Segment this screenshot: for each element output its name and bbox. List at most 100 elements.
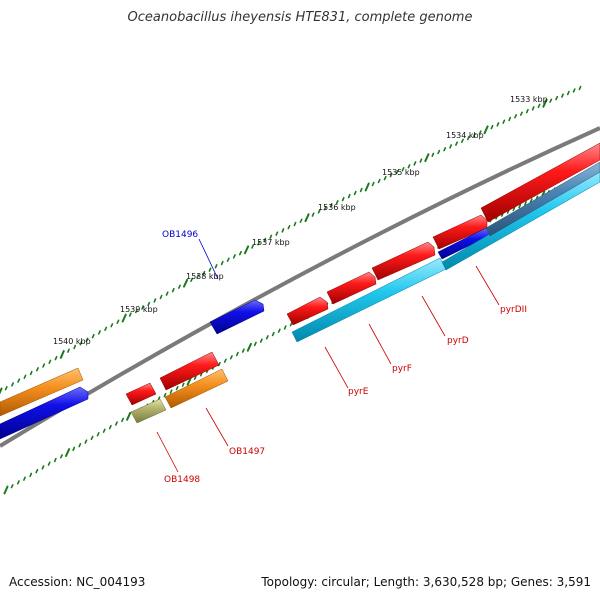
outer-minor-tick	[251, 244, 254, 249]
gene-pyrF[interactable]	[326, 271, 377, 305]
gene-blue-left-lower[interactable]	[0, 386, 89, 440]
label-ob1498[interactable]: OB1498	[164, 475, 200, 485]
inner-minor-tick	[115, 421, 118, 426]
inner-minor-tick	[108, 424, 112, 430]
outer-minor-tick	[159, 294, 163, 300]
outer-minor-tick	[561, 93, 564, 98]
outer-minor-tick	[347, 193, 351, 199]
inner-minor-tick	[59, 454, 63, 459]
scale-label-1533: 1533 kbp	[510, 95, 548, 104]
outer-minor-tick	[531, 106, 535, 111]
outer-minor-tick	[135, 308, 138, 314]
inner-minor-tick	[90, 435, 94, 441]
inner-major-tick	[126, 411, 132, 421]
outer-minor-tick	[269, 234, 273, 239]
inner-minor-tick	[229, 355, 233, 360]
forward-genes	[0, 142, 600, 417]
inner-major-tick	[186, 376, 192, 386]
outer-minor-tick	[519, 111, 523, 116]
leader-pyrDII	[475, 265, 500, 306]
inner-minor-tick	[78, 442, 82, 448]
inner-minor-tick	[271, 331, 275, 337]
gene-red-right[interactable]	[480, 142, 600, 223]
gene-ob1498[interactable]	[130, 398, 167, 424]
outer-minor-tick	[502, 119, 506, 124]
leader-pyrF	[368, 323, 392, 365]
inner-minor-tick	[10, 483, 14, 489]
outer-minor-tick	[566, 90, 570, 96]
outer-minor-tick	[196, 274, 200, 279]
outer-minor-tick	[311, 212, 315, 217]
gene-ob1497-forward[interactable]	[159, 351, 220, 391]
outer-minor-tick	[178, 284, 181, 289]
outer-minor-tick	[383, 175, 387, 181]
outer-major-tick	[59, 350, 65, 359]
inner-minor-tick	[35, 468, 39, 474]
outer-minor-tick	[478, 130, 482, 135]
outer-minor-tick	[275, 231, 279, 236]
outer-minor-tick	[153, 298, 157, 303]
inner-minor-tick	[265, 335, 269, 340]
inner-minor-tick	[47, 461, 51, 466]
inner-minor-tick	[193, 375, 197, 381]
inner-minor-tick	[96, 432, 100, 437]
inner-minor-tick	[223, 358, 227, 363]
label-pyrE[interactable]: pyrE	[348, 387, 369, 397]
outer-minor-tick	[4, 385, 8, 391]
outer-minor-tick	[466, 135, 470, 141]
outer-minor-tick	[128, 312, 132, 317]
outer-minor-tick	[578, 85, 582, 91]
inner-minor-tick	[512, 206, 516, 212]
gene-steel-right[interactable]	[485, 161, 600, 237]
gene-pyrE[interactable]	[286, 296, 329, 326]
gene-pyrDII[interactable]	[432, 214, 488, 250]
reverse-genes	[0, 161, 600, 440]
outer-major-tick	[0, 387, 3, 395]
leader-ob1497	[205, 407, 229, 447]
inner-minor-tick	[277, 328, 281, 333]
scale-label-1534: 1534 kbp	[446, 131, 484, 140]
inner-minor-tick	[181, 382, 185, 387]
gene-labels: OB1496 OB1497 OB1498 pyrE pyrF pyrD pyrD…	[162, 230, 527, 485]
outer-minor-tick	[460, 138, 464, 143]
label-pyrF[interactable]: pyrF	[392, 364, 412, 374]
outer-minor-tick	[413, 161, 417, 166]
outer-minor-tick	[514, 114, 518, 119]
outer-minor-tick	[11, 382, 14, 387]
label-ob1497[interactable]: OB1497	[229, 447, 265, 457]
outer-minor-tick	[23, 374, 27, 380]
gene-small-red-left[interactable]	[125, 382, 157, 406]
outer-major-tick	[244, 245, 250, 255]
outer-major-tick	[304, 213, 310, 223]
map-title: Oceanobacillus iheyensis HTE831, complet…	[127, 10, 473, 25]
outer-minor-tick	[407, 164, 411, 169]
gene-orange-left-upper[interactable]	[0, 367, 84, 417]
genome-summary-text: Topology: circular; Length: 3,630,528 bp…	[261, 575, 591, 589]
gene-ob1496[interactable]	[209, 299, 265, 335]
outer-minor-tick	[147, 301, 151, 307]
outer-minor-tick	[85, 337, 89, 342]
outer-minor-tick	[239, 250, 242, 256]
outer-major-tick	[121, 313, 127, 323]
inner-minor-tick	[289, 321, 293, 327]
outer-minor-tick	[443, 147, 447, 152]
inner-minor-tick	[72, 446, 76, 452]
outer-minor-tick	[377, 178, 381, 184]
outer-minor-tick	[104, 326, 108, 332]
outer-minor-tick	[165, 291, 169, 296]
outer-minor-tick	[220, 260, 224, 266]
outer-minor-tick	[202, 270, 206, 276]
label-ob1496[interactable]: OB1496	[162, 230, 198, 240]
outer-minor-tick	[437, 149, 441, 155]
outer-minor-tick	[141, 305, 144, 310]
outer-minor-tick	[110, 323, 114, 328]
label-pyrDII[interactable]: pyrDII	[500, 305, 527, 315]
outer-scale-ticks	[0, 85, 582, 395]
label-pyrD[interactable]: pyrD	[447, 336, 469, 346]
inner-minor-tick	[169, 389, 173, 394]
gene-ob1497[interactable]	[164, 368, 229, 409]
outer-minor-tick	[208, 267, 212, 272]
outer-minor-tick	[79, 341, 83, 346]
inner-minor-tick	[29, 472, 33, 478]
gene-pyrD[interactable]	[371, 241, 436, 281]
